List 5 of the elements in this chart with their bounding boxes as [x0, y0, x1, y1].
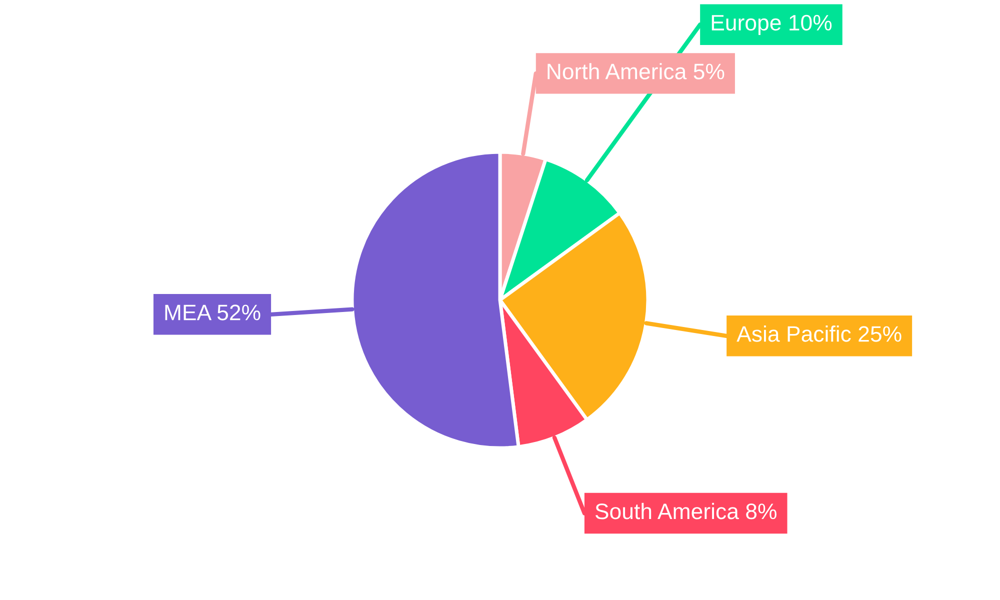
slice-label: Europe 10% [712, 14, 832, 35]
slice-label: Asia Pacific 25% [736, 326, 902, 342]
slice-label: North America 5% [548, 63, 724, 80]
slice-label: MEA 52% [165, 304, 260, 320]
slice-label: South America 8% [595, 502, 776, 520]
